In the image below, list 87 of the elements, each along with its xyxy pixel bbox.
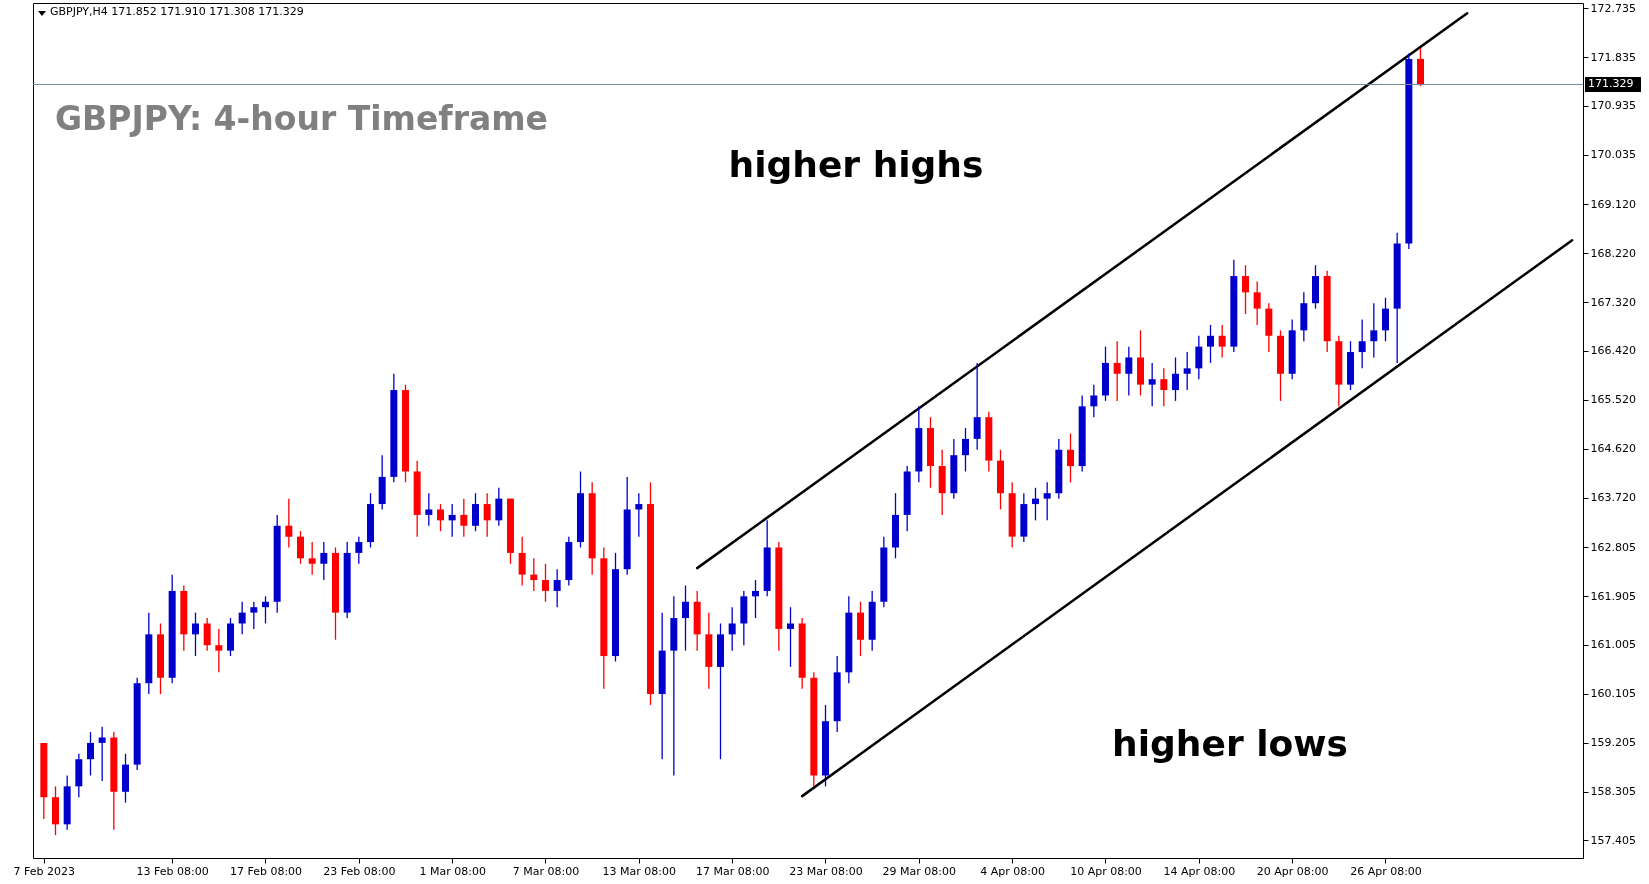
y-tick-label: 165.520	[1590, 393, 1636, 407]
y-tick-label: 170.935	[1590, 99, 1636, 113]
y-tick-label: 168.220	[1590, 246, 1636, 260]
candlestick	[1067, 432, 1074, 483]
candlestick	[1160, 367, 1168, 407]
y-tick-label: 166.420	[1590, 344, 1636, 358]
candlestick	[1148, 362, 1156, 407]
x-tick-label: 7 Feb 2023	[13, 864, 76, 878]
candlestick	[1195, 335, 1203, 380]
candlestick	[192, 611, 199, 657]
candlestick	[682, 584, 689, 652]
x-tick-label: 29 Mar 08:00	[882, 864, 957, 878]
y-tick-label: 171.835	[1590, 50, 1636, 64]
candlestick	[98, 725, 106, 782]
y-tick-label: 161.905	[1590, 589, 1636, 603]
x-tick-label: 23 Mar 08:00	[789, 864, 863, 878]
annotation: GBPJPY,H4 171.852 171.910 171.308 171.329	[50, 5, 304, 18]
candlestick	[1242, 264, 1249, 315]
candlestick	[1113, 340, 1121, 402]
candlestick	[262, 595, 269, 625]
candlestick	[1043, 481, 1051, 521]
y-tick-label: 160.105	[1590, 687, 1636, 701]
candlestick	[1358, 318, 1366, 369]
candlestick	[87, 731, 94, 777]
candlestick	[425, 492, 433, 527]
candlestick	[752, 579, 759, 619]
candlestick	[1125, 345, 1133, 397]
y-tick-label: 167.320	[1590, 295, 1636, 309]
x-tick-label: 13 Feb 08:00	[136, 864, 209, 878]
candlestick	[973, 362, 981, 451]
candlestick	[297, 530, 304, 565]
candlestick	[250, 601, 258, 630]
x-tick-label: 26 Apr 08:00	[1350, 864, 1422, 878]
x-tick-label: 13 Mar 08:00	[602, 864, 677, 878]
x-tick-label: 20 Apr 08:00	[1256, 864, 1329, 878]
y-tick-label: 158.305	[1590, 785, 1636, 798]
candlestick	[1207, 324, 1214, 364]
candlestick	[635, 492, 643, 538]
candlestick	[1183, 351, 1191, 391]
candlestick	[1032, 487, 1039, 521]
candlestick	[238, 601, 246, 635]
candlestick	[728, 606, 736, 652]
y-tick-label: 157.405	[1590, 833, 1636, 847]
candlestick	[472, 492, 479, 532]
candlestick	[448, 503, 456, 538]
candlestick	[460, 497, 468, 538]
candlestick	[787, 606, 794, 668]
candlestick	[542, 563, 549, 603]
candlestick	[215, 628, 223, 673]
x-tick-label: 4 Apr 08:00	[980, 864, 1046, 878]
candlestick	[355, 535, 363, 565]
y-tick-label: 169.120	[1590, 197, 1636, 211]
y-tick-label: 170.035	[1590, 148, 1636, 162]
y-tick-label: 163.720	[1590, 491, 1636, 505]
candlestick	[308, 541, 316, 576]
annotation: higher highs	[728, 144, 984, 185]
x-tick-label: 7 Mar 08:00	[512, 864, 580, 878]
x-tick-label: 10 Apr 08:00	[1070, 864, 1142, 878]
candlestick	[1382, 297, 1389, 342]
ref-line-label: 171.329	[1588, 77, 1634, 91]
annotation: higher lows	[1112, 723, 1348, 764]
candlestick	[1370, 302, 1378, 359]
x-tick-label: 23 Feb 08:00	[323, 864, 396, 878]
candlestick	[1253, 280, 1261, 326]
x-tick-label: 1 Mar 08:00	[419, 864, 486, 878]
candlestick	[285, 497, 293, 549]
x-tick-label: 17 Feb 08:00	[229, 864, 303, 878]
candlestick	[1172, 356, 1179, 402]
y-tick-label: 161.005	[1590, 638, 1636, 652]
candlestick	[1090, 383, 1098, 418]
candlestick	[962, 427, 969, 473]
candlestick	[483, 492, 491, 538]
y-tick-label: 162.805	[1590, 540, 1636, 554]
candlestick	[553, 568, 561, 608]
candlestick	[518, 535, 526, 587]
candlestick	[437, 503, 444, 532]
x-tick-label: 17 Mar 08:00	[695, 864, 770, 878]
y-tick-label: 159.205	[1590, 736, 1636, 750]
text: GBPJPY: 4-hour Timeframe	[55, 99, 548, 138]
candlestick	[495, 487, 503, 527]
x-tick-label: 14 Apr 08:00	[1163, 864, 1236, 878]
candlestick	[1218, 324, 1226, 359]
y-tick-label: 172.735	[1590, 1, 1636, 15]
y-tick-label: 164.620	[1590, 442, 1636, 456]
candlestick	[320, 541, 328, 581]
candlestick	[203, 617, 211, 652]
candlestick	[530, 557, 538, 592]
